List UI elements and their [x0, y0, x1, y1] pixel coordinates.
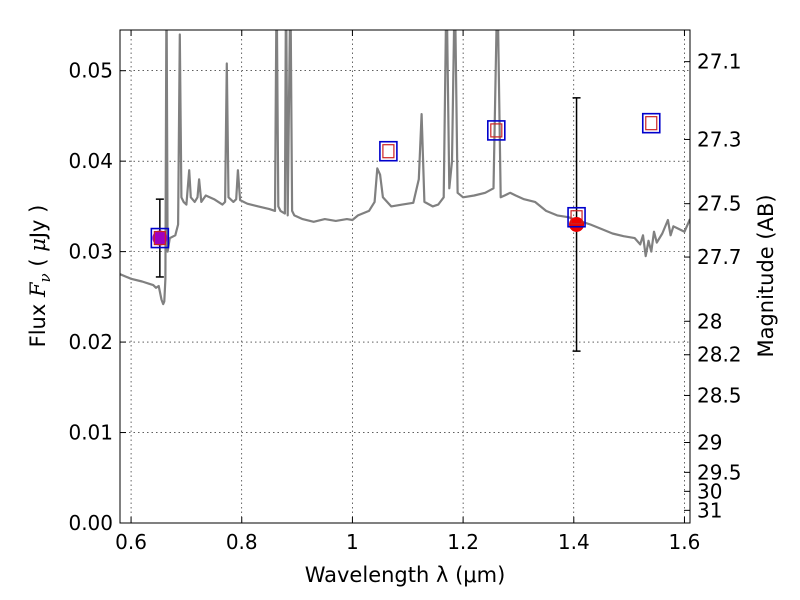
y2-axis-label: Magnitude (AB) [754, 194, 778, 357]
y2-tick-label: 29 [697, 430, 722, 454]
y-axis-label: Flux Fν ( μJy ) [26, 205, 54, 348]
observed-point [569, 216, 585, 232]
y2-tick-label: 29.5 [697, 460, 742, 484]
model-photometry-inner [490, 123, 503, 138]
model-spectrum [120, 30, 690, 306]
model-photometry [150, 112, 661, 249]
y2-tick-label: 27.7 [697, 245, 742, 269]
observed-point [152, 230, 168, 246]
y-axis-label-unit: Jy ) [26, 205, 50, 241]
model-photometry-point [567, 206, 586, 228]
x-tick-label: 0.8 [226, 530, 258, 554]
model-photometry-point [379, 140, 398, 162]
model-photometry-inner [570, 210, 583, 225]
plot-background [120, 30, 690, 523]
model-photometry-point [150, 227, 170, 249]
y-tick-label: 0.01 [68, 421, 113, 445]
y-axis-label-mu: μ [26, 238, 50, 252]
x-tick-label: 1.4 [558, 530, 590, 554]
x-tick-label: 1.6 [669, 530, 701, 554]
y2-tick-label: 30 [697, 479, 722, 503]
y2-tick-label: 27.1 [697, 50, 742, 74]
y-tick-label: 0.04 [68, 149, 113, 173]
model-photometry-inner [153, 230, 166, 246]
y-tick-label: 0.03 [68, 240, 113, 264]
x-tick-label: 1 [346, 530, 359, 554]
y2-tick-label: 28.2 [697, 343, 742, 367]
y2-tick-label: 31 [697, 498, 722, 522]
y-tick-label: 0.00 [68, 511, 113, 535]
model-photometry-inner [645, 116, 658, 131]
x-axis: 0.6 0.8 1 1.2 1.4 1.6 [115, 30, 700, 554]
y-axis-label-var: F [26, 281, 50, 298]
y-axis-label-sub: ν [36, 273, 54, 282]
model-spectrum-line [120, 30, 690, 306]
y-tick-label: 0.05 [68, 59, 113, 83]
x-axis-label: Wavelength λ (μm) [305, 563, 506, 587]
y2-tick-label: 27.5 [697, 192, 742, 216]
y2-tick-label: 28 [697, 309, 722, 333]
x-tick-label: 1.2 [447, 530, 479, 554]
y-axis: 0.00 0.01 0.02 0.03 0.04 0.05 [68, 59, 126, 535]
plot-frame [119, 29, 691, 524]
y-axis-label-open: ( [26, 252, 50, 274]
y2-tick-label: 28.5 [697, 383, 742, 407]
model-photometry-point [487, 120, 506, 141]
y-axis-label-prefix: Flux [26, 297, 50, 347]
y-tick-label: 0.02 [68, 330, 113, 354]
model-photometry-point [641, 112, 661, 134]
model-photometry-inner [382, 144, 395, 159]
x-tick-label: 0.6 [115, 530, 147, 554]
y2-tick-label: 27.3 [697, 127, 742, 151]
